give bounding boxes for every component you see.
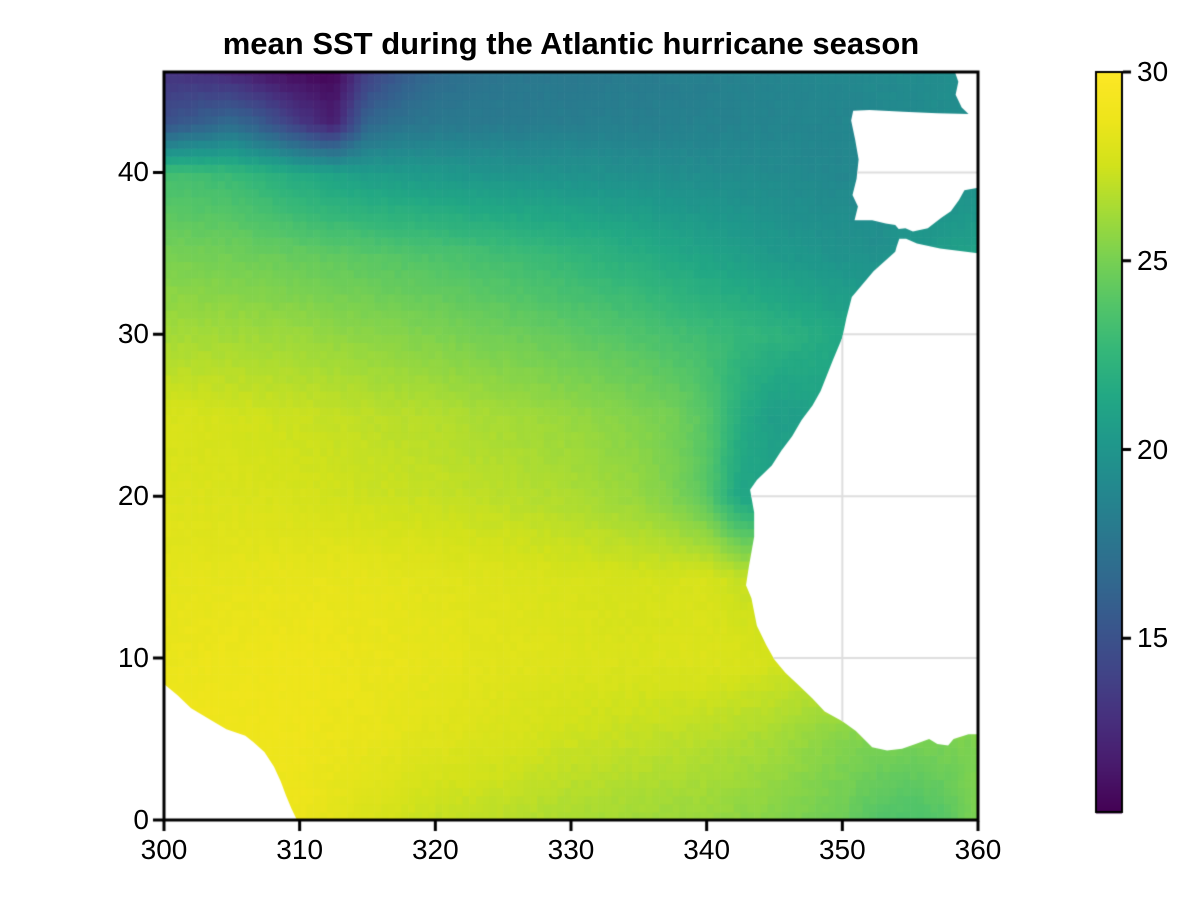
x-axis-tick-label: 340: [683, 834, 731, 865]
colorbar-tick-label: 15: [1137, 622, 1169, 654]
y-axis-tick-label: 0: [133, 804, 149, 835]
x-axis-tick-label: 360: [954, 834, 1002, 865]
chart-title: mean SST during the Atlantic hurricane s…: [222, 26, 920, 61]
x-axis-tick-label: 300: [140, 834, 188, 865]
colorbar-tick-label: 20: [1137, 433, 1169, 465]
x-axis-tick-label: 320: [411, 834, 459, 865]
colorbar-tick-label: 25: [1137, 244, 1169, 276]
y-axis-tick-label: 20: [117, 480, 149, 512]
colorbar-tick-label: 30: [1137, 56, 1169, 87]
x-axis-tick-label: 350: [818, 834, 866, 865]
x-axis-tick-label: 310: [276, 834, 324, 865]
y-axis-tick-label: 40: [117, 156, 149, 188]
y-axis-tick-label: 10: [117, 642, 149, 674]
x-axis-tick-label: 330: [547, 834, 595, 865]
y-axis-tick-label: 30: [117, 318, 149, 350]
